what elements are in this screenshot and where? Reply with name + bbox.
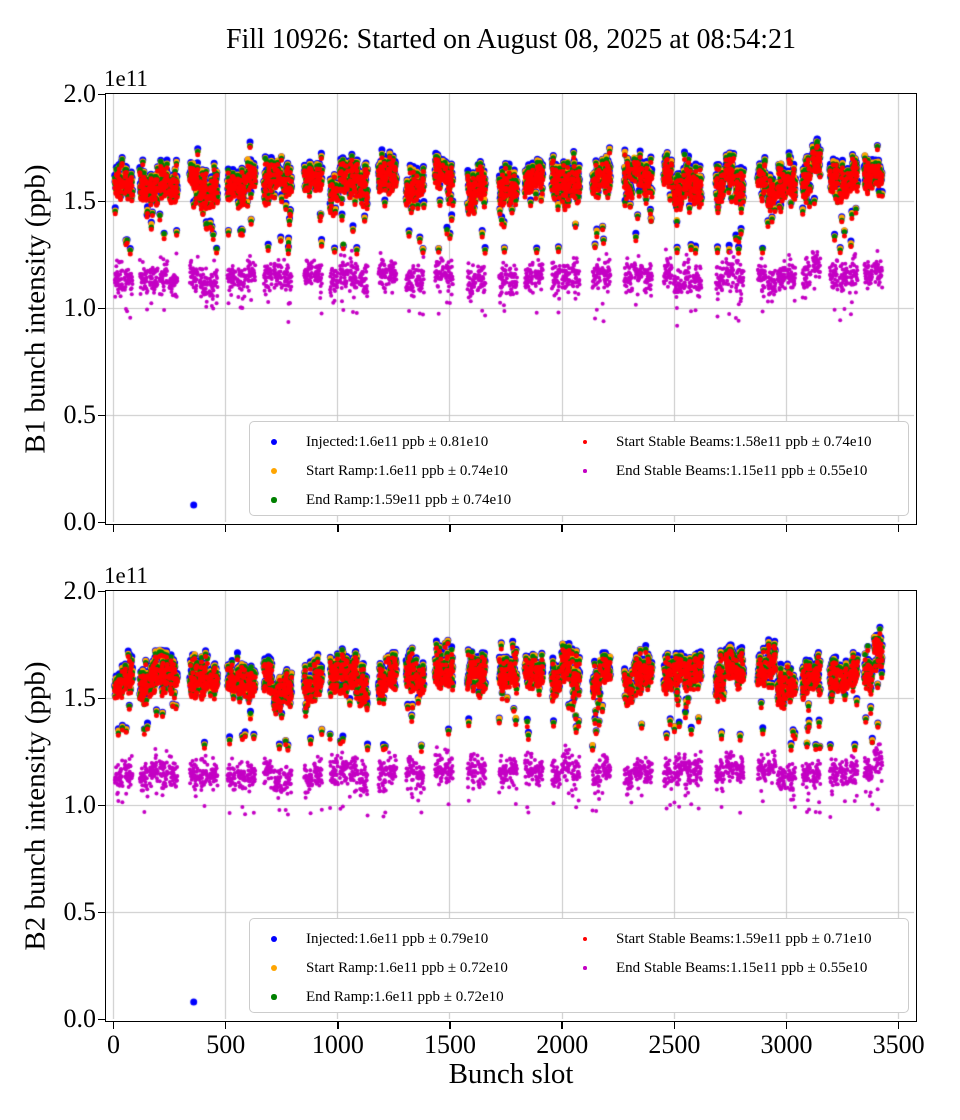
x-tick-mark (673, 525, 676, 532)
x-tick-mark (449, 525, 451, 532)
x-tick-mark (897, 525, 900, 532)
x-tick-mark (112, 525, 115, 532)
x-tick-label: 2500 (648, 1030, 701, 1059)
legend-marker-start-ramp (271, 965, 277, 971)
legend-label-injected: Injected:1.6e11 ppb ± 0.79e10 (306, 931, 489, 947)
y-tick-label: 1.5 (63, 682, 97, 712)
x-axis-label: Bunch slot (448, 1058, 574, 1090)
y-tick-mark (98, 521, 105, 524)
legend-marker-end-stable-beams (583, 966, 587, 970)
x-tick-mark (673, 1022, 676, 1029)
x-tick-mark (224, 1022, 227, 1029)
legend-label-start-stable-beams: Start Stable Beams:1.58e11 ppb ± 0.74e10 (616, 434, 872, 450)
x-tick-mark (224, 525, 227, 532)
y-tick-label: 1.0 (63, 292, 97, 322)
legend-label-injected: Injected:1.6e11 ppb ± 0.81e10 (306, 434, 489, 450)
x-tick-mark (785, 525, 788, 532)
y-tick-mark (98, 93, 105, 96)
x-tick-mark (897, 1022, 900, 1029)
x-tick-label: 0 (107, 1030, 121, 1059)
x-tick-mark (337, 525, 339, 532)
y-tick-label: 0.5 (63, 896, 97, 926)
legend-label-start-ramp: Start Ramp:1.6e11 ppb ± 0.72e10 (306, 960, 508, 976)
legend-label-start-stable-beams: Start Stable Beams:1.59e11 ppb ± 0.71e10 (616, 931, 872, 947)
y-tick-mark (98, 200, 105, 203)
legend-label-end-ramp: End Ramp:1.59e11 ppb ± 0.74e10 (306, 492, 512, 508)
legend-label-start-ramp: Start Ramp:1.6e11 ppb ± 0.74e10 (306, 463, 508, 479)
x-tick-label: 2000 (536, 1030, 589, 1059)
plot-area-b1: Injected:1.6e11 ppb ± 0.81e10 Start Ramp:… (105, 93, 917, 525)
x-tick-label: 3500 (872, 1030, 925, 1059)
y-tick-mark (98, 307, 105, 310)
x-tick-label: 1000 (311, 1030, 364, 1059)
legend-marker-injected (270, 935, 278, 943)
x-tick-mark (337, 1022, 339, 1029)
plot-area-b2: Injected:1.6e11 ppb ± 0.79e10 Start Ramp:… (105, 590, 917, 1022)
legend-marker-end-ramp (271, 994, 277, 1000)
x-tick-label: 3000 (760, 1030, 813, 1059)
y-tick-mark (98, 804, 105, 807)
legend-b1: Injected:1.6e11 ppb ± 0.81e10 Start Ramp:… (249, 421, 909, 516)
y-tick-mark (98, 414, 105, 417)
y-tick-mark (98, 1018, 105, 1021)
legend-label-end-stable-beams: End Stable Beams:1.15e11 ppb ± 0.55e10 (616, 960, 868, 976)
figure-title: Fill 10926: Started on August 08, 2025 a… (225, 24, 797, 55)
y-axis-offset-label-b2: 1e11 (104, 563, 148, 588)
x-tick-mark (561, 1022, 563, 1029)
y-tick-label: 2.0 (63, 78, 97, 108)
legend-marker-start-ramp (271, 468, 277, 474)
x-tick-mark (561, 525, 563, 532)
x-tick-label: 500 (206, 1030, 246, 1059)
y-tick-label: 0.5 (63, 399, 97, 429)
legend-label-end-ramp: End Ramp:1.6e11 ppb ± 0.72e10 (306, 989, 504, 1005)
legend-b2: Injected:1.6e11 ppb ± 0.79e10 Start Ramp:… (249, 918, 909, 1013)
legend-marker-injected (270, 438, 278, 446)
x-tick-mark (449, 1022, 451, 1029)
y-axis-offset-label-b1: 1e11 (104, 66, 148, 91)
y-tick-label: 0.0 (63, 1003, 97, 1033)
legend-marker-start-stable-beams (582, 936, 588, 942)
legend-marker-start-stable-beams (582, 439, 588, 445)
y-tick-label: 1.0 (63, 789, 97, 819)
y-tick-mark (98, 697, 105, 700)
x-tick-label: 1500 (424, 1030, 477, 1059)
y-tick-mark (98, 911, 105, 914)
legend-marker-end-stable-beams (583, 469, 587, 473)
y-tick-label: 1.5 (63, 185, 97, 215)
y-tick-label: 0.0 (63, 506, 97, 536)
legend-label-end-stable-beams: End Stable Beams:1.15e11 ppb ± 0.55e10 (616, 463, 868, 479)
x-tick-mark (785, 1022, 788, 1029)
x-tick-mark (112, 1022, 115, 1029)
legend-marker-end-ramp (271, 497, 277, 503)
y-tick-mark (98, 590, 105, 593)
y-tick-label: 2.0 (63, 575, 97, 605)
